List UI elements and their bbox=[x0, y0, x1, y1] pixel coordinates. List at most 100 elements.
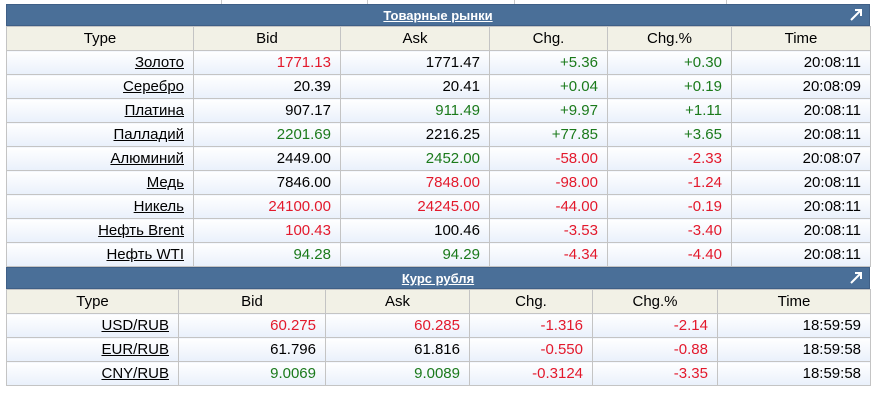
change-percent-value: -4.40 bbox=[607, 242, 732, 267]
ask-value: 61.816 bbox=[325, 337, 470, 362]
time-value: 20:08:11 bbox=[731, 194, 871, 219]
previous-table-stub bbox=[6, 0, 870, 4]
instrument-link[interactable]: EUR/RUB bbox=[6, 337, 179, 362]
instrument-link[interactable]: Платина bbox=[6, 98, 194, 123]
instrument-link[interactable]: Медь bbox=[6, 170, 194, 195]
bid-value: 100.43 bbox=[193, 218, 341, 243]
instrument-link[interactable]: Палладий bbox=[6, 122, 194, 147]
instrument-link[interactable]: CNY/RUB bbox=[6, 361, 179, 386]
time-value: 20:08:11 bbox=[731, 98, 871, 123]
rub-title-link[interactable]: Курс рубля bbox=[401, 271, 475, 286]
change-value: -58.00 bbox=[489, 146, 608, 171]
col-chg-pct: Chg.% bbox=[592, 289, 718, 314]
commodities-title-link[interactable]: Товарные рынки bbox=[383, 8, 493, 23]
time-value: 20:08:11 bbox=[731, 170, 871, 195]
change-value: -0.550 bbox=[469, 337, 593, 362]
change-percent-value: -2.14 bbox=[592, 313, 718, 338]
change-value: -3.53 bbox=[489, 218, 608, 243]
change-percent-value: +3.65 bbox=[607, 122, 732, 147]
column-header-row: Type Bid Ask Chg. Chg.% Time bbox=[6, 26, 871, 51]
change-percent-value: -2.33 bbox=[607, 146, 732, 171]
commodities-rows: Золото 1771.13 1771.47 +5.36 +0.30 20:08:11 Се… bbox=[6, 50, 871, 267]
col-type: Type bbox=[6, 26, 194, 51]
change-percent-value: -0.88 bbox=[592, 337, 718, 362]
table-row: CNY/RUB 9.0069 9.0089 -0.3124 -3.35 18:59:58 bbox=[6, 361, 871, 386]
expand-arrow-icon[interactable] bbox=[849, 8, 863, 22]
expand-arrow-icon[interactable] bbox=[849, 271, 863, 285]
change-value: +5.36 bbox=[489, 50, 608, 75]
bid-value: 61.796 bbox=[178, 337, 326, 362]
ask-value: 94.29 bbox=[340, 242, 490, 267]
table-row: USD/RUB 60.275 60.285 -1.316 -2.14 18:59:59 bbox=[6, 313, 871, 338]
ask-value: 24245.00 bbox=[340, 194, 490, 219]
instrument-link[interactable]: USD/RUB bbox=[6, 313, 179, 338]
col-chg: Chg. bbox=[489, 26, 608, 51]
bid-value: 2201.69 bbox=[193, 122, 341, 147]
bid-value: 7846.00 bbox=[193, 170, 341, 195]
change-value: +0.04 bbox=[489, 74, 608, 99]
time-value: 18:59:59 bbox=[717, 313, 871, 338]
instrument-link[interactable]: Никель bbox=[6, 194, 194, 219]
rub-table: Type Bid Ask Chg. Chg.% Time USD/RUB 60.2… bbox=[6, 289, 871, 386]
table-row: EUR/RUB 61.796 61.816 -0.550 -0.88 18:59:58 bbox=[6, 337, 871, 362]
change-value: -1.316 bbox=[469, 313, 593, 338]
ask-value: 9.0089 bbox=[325, 361, 470, 386]
rub-rows: USD/RUB 60.275 60.285 -1.316 -2.14 18:59:59 EU… bbox=[6, 313, 871, 386]
col-ask: Ask bbox=[340, 26, 490, 51]
instrument-link[interactable]: Нефть Brent bbox=[6, 218, 194, 243]
time-value: 18:59:58 bbox=[717, 361, 871, 386]
change-percent-value: +0.19 bbox=[607, 74, 732, 99]
time-value: 18:59:58 bbox=[717, 337, 871, 362]
commodities-header: Товарные рынки bbox=[6, 4, 870, 26]
table-row: Золото 1771.13 1771.47 +5.36 +0.30 20:08:11 bbox=[6, 50, 871, 75]
time-value: 20:08:11 bbox=[731, 122, 871, 147]
col-ask: Ask bbox=[325, 289, 470, 314]
change-value: -0.3124 bbox=[469, 361, 593, 386]
quotes-panel: Товарные рынки Type Bid Ask Chg. Chg.% T… bbox=[6, 0, 871, 386]
bid-value: 2449.00 bbox=[193, 146, 341, 171]
table-row: Медь 7846.00 7848.00 -98.00 -1.24 20:08:11 bbox=[6, 170, 871, 195]
instrument-link[interactable]: Нефть WTI bbox=[6, 242, 194, 267]
ask-value: 7848.00 bbox=[340, 170, 490, 195]
commodities-table: Type Bid Ask Chg. Chg.% Time Золото 1771.… bbox=[6, 26, 871, 267]
bid-value: 20.39 bbox=[193, 74, 341, 99]
change-percent-value: -3.40 bbox=[607, 218, 732, 243]
ask-value: 1771.47 bbox=[340, 50, 490, 75]
col-chg: Chg. bbox=[469, 289, 593, 314]
change-value: +77.85 bbox=[489, 122, 608, 147]
instrument-link[interactable]: Серебро bbox=[6, 74, 194, 99]
col-bid: Bid bbox=[178, 289, 326, 314]
bid-value: 24100.00 bbox=[193, 194, 341, 219]
ask-value: 911.49 bbox=[340, 98, 490, 123]
time-value: 20:08:11 bbox=[731, 50, 871, 75]
change-value: +9.97 bbox=[489, 98, 608, 123]
ask-value: 100.46 bbox=[340, 218, 490, 243]
bid-value: 94.28 bbox=[193, 242, 341, 267]
ask-value: 2452.00 bbox=[340, 146, 490, 171]
change-percent-value: -1.24 bbox=[607, 170, 732, 195]
table-row: Нефть Brent 100.43 100.46 -3.53 -3.40 20:08:1… bbox=[6, 218, 871, 243]
change-value: -98.00 bbox=[489, 170, 608, 195]
ask-value: 20.41 bbox=[340, 74, 490, 99]
change-value: -44.00 bbox=[489, 194, 608, 219]
time-value: 20:08:07 bbox=[731, 146, 871, 171]
instrument-link[interactable]: Золото bbox=[6, 50, 194, 75]
change-percent-value: +1.11 bbox=[607, 98, 732, 123]
col-time: Time bbox=[731, 26, 871, 51]
column-header-row: Type Bid Ask Chg. Chg.% Time bbox=[6, 289, 871, 314]
table-row: Нефть WTI 94.28 94.29 -4.34 -4.40 20:08:11 bbox=[6, 242, 871, 267]
table-row: Серебро 20.39 20.41 +0.04 +0.19 20:08:09 bbox=[6, 74, 871, 99]
change-percent-value: -3.35 bbox=[592, 361, 718, 386]
time-value: 20:08:09 bbox=[731, 74, 871, 99]
bid-value: 1771.13 bbox=[193, 50, 341, 75]
bid-value: 60.275 bbox=[178, 313, 326, 338]
ask-value: 60.285 bbox=[325, 313, 470, 338]
col-bid: Bid bbox=[193, 26, 341, 51]
change-value: -4.34 bbox=[489, 242, 608, 267]
change-percent-value: -0.19 bbox=[607, 194, 732, 219]
instrument-link[interactable]: Алюминий bbox=[6, 146, 194, 171]
table-row: Платина 907.17 911.49 +9.97 +1.11 20:08:11 bbox=[6, 98, 871, 123]
table-row: Никель 24100.00 24245.00 -44.00 -0.19 20:08:1… bbox=[6, 194, 871, 219]
change-percent-value: +0.30 bbox=[607, 50, 732, 75]
table-row: Палладий 2201.69 2216.25 +77.85 +3.65 20:08:1… bbox=[6, 122, 871, 147]
